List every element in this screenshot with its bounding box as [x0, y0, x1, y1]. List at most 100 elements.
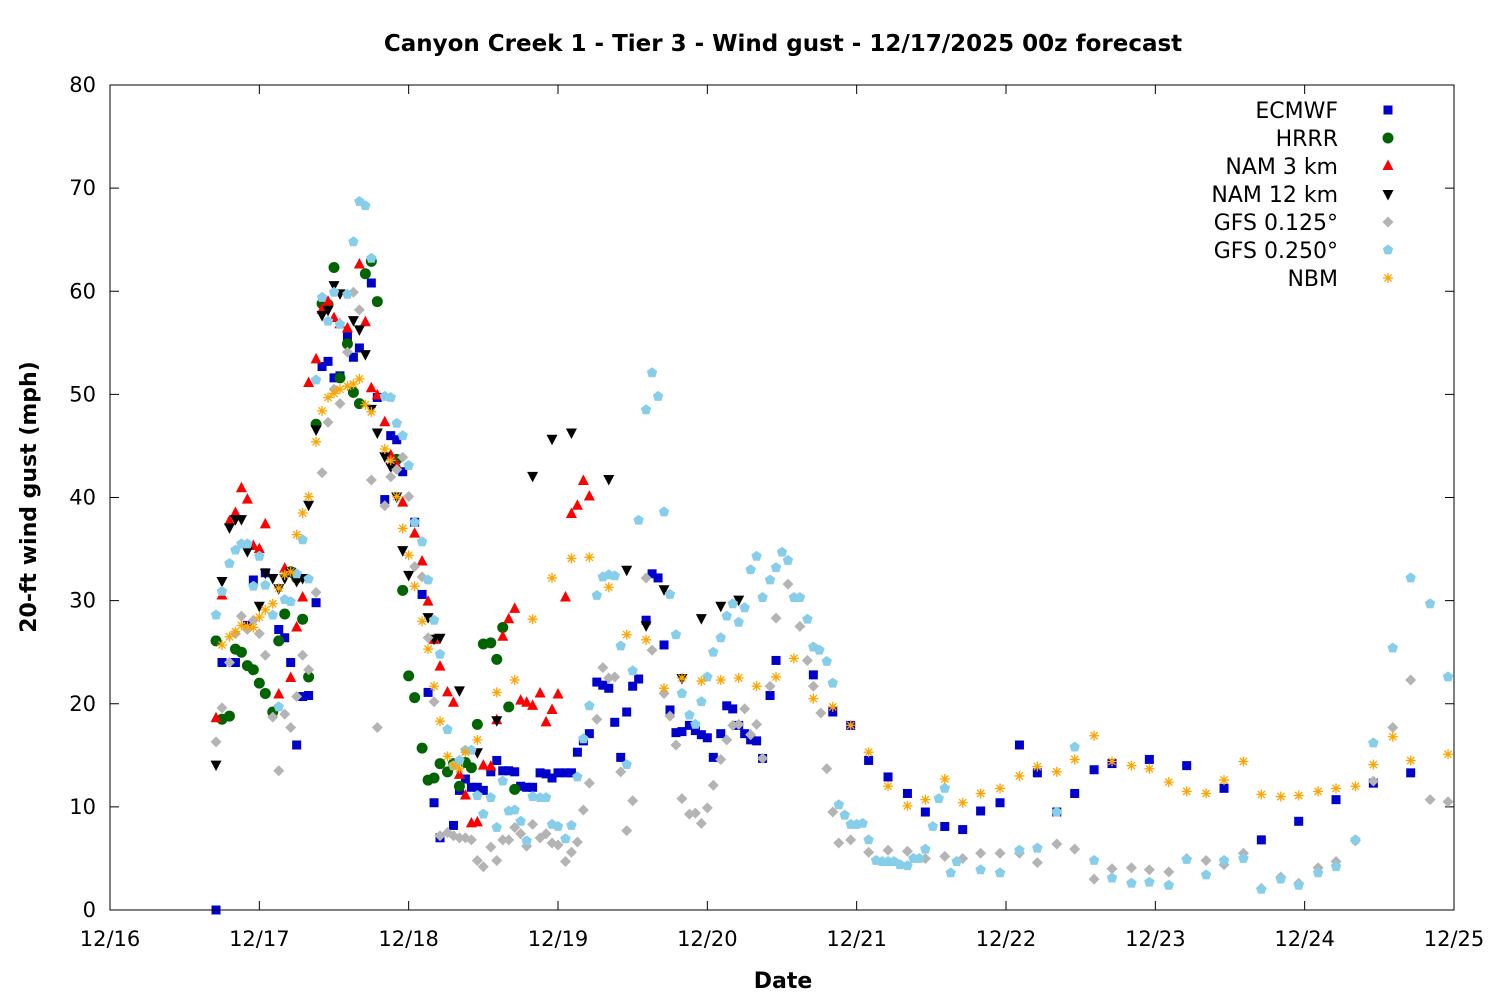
point-nam-3-km [540, 715, 552, 727]
point-ecmwf [677, 727, 687, 737]
legend-label-nam-3-km: NAM 3 km [1225, 155, 1338, 180]
point-gfs-0-250 [254, 550, 265, 561]
point-ecmwf [616, 752, 626, 762]
point-nbm [584, 552, 595, 563]
point-nbm [676, 672, 687, 683]
point-gfs-0-250 [715, 632, 726, 643]
point-gfs-0-250 [670, 629, 682, 640]
point-nbm [659, 683, 670, 694]
point-gfs-0-250 [509, 804, 520, 815]
point-gfs-0-250 [721, 610, 732, 621]
point-gfs-0-250 [690, 718, 701, 729]
point-gfs-0-125 [975, 847, 987, 859]
point-nbm [423, 644, 434, 655]
point-nbm [1051, 766, 1062, 777]
point-nbm [1201, 788, 1212, 799]
point-nbm [1368, 759, 1379, 770]
point-ecmwf [665, 705, 675, 715]
point-nam-12-km [695, 614, 707, 625]
point-ecmwf [1144, 754, 1154, 764]
axes: 0 10 20 30 40 50 60 70 80 12/16 12/17 12/18 12/19 12/… [69, 73, 1484, 951]
point-gfs-0-250 [1106, 872, 1118, 883]
point-nam-3-km [297, 591, 309, 602]
point-ecmwf [722, 701, 732, 711]
point-gfs-0-250 [540, 792, 552, 802]
point-nam-3-km [259, 517, 271, 529]
point-ecmwf [1032, 768, 1042, 778]
point-gfs-0-125 [1125, 862, 1137, 874]
point-nbm [566, 553, 577, 564]
point-nam-3-km [515, 694, 527, 705]
point-gfs-0-125 [615, 766, 627, 778]
point-gfs-0-250 [640, 404, 652, 415]
point-nam-3-km [422, 595, 434, 606]
point-nam-3-km [223, 514, 235, 526]
point-nbm [379, 444, 390, 455]
point-nbm [808, 693, 819, 704]
point-nbm [348, 379, 359, 390]
point-gfs-0-250 [385, 392, 396, 402]
point-nbm [1387, 731, 1398, 742]
point-gfs-0-125 [365, 474, 377, 486]
point-ecmwf [920, 807, 930, 817]
point-nbm [1256, 789, 1267, 800]
point-ecmwf [292, 740, 302, 750]
point-gfs-0-125 [477, 861, 489, 873]
point-gfs-0-125 [609, 671, 621, 683]
legend-marker-nbm [1383, 273, 1393, 283]
point-nam-12-km [715, 601, 727, 613]
series-ecmwf [211, 278, 1416, 915]
point-gfs-0-250 [902, 860, 913, 871]
point-gfs-0-125 [471, 855, 483, 866]
point-nbm [1405, 755, 1416, 766]
legend-marker-ecmwf [1383, 105, 1393, 115]
legend-label-nbm: NBM [1287, 267, 1338, 292]
point-gfs-0-125 [297, 649, 309, 661]
point-hrrr [491, 653, 503, 665]
point-nam-3-km [583, 489, 595, 501]
x-tick-label: 12/16 [80, 927, 141, 951]
point-ecmwf [380, 495, 390, 505]
point-gfs-0-250 [839, 809, 850, 820]
point-gfs-0-125 [210, 736, 222, 748]
point-ecmwf [304, 691, 314, 700]
point-gfs-0-250 [827, 677, 838, 688]
point-gfs-0-250 [442, 724, 453, 734]
point-nam-12-km [253, 601, 265, 613]
point-ecmwf [486, 767, 496, 777]
point-nam-3-km [459, 789, 471, 800]
point-gfs-0-250 [485, 792, 496, 802]
point-nbm [391, 491, 402, 502]
point-gfs-0-125 [527, 818, 539, 830]
point-gfs-0-125 [1069, 843, 1081, 855]
point-gfs-0-250 [1014, 844, 1025, 855]
point-nam-12-km [223, 523, 235, 534]
point-gfs-0-125 [273, 765, 285, 777]
point-hrrr [416, 742, 428, 754]
point-gfs-0-250 [1405, 572, 1416, 583]
point-gfs-0-250 [572, 771, 583, 782]
point-gfs-0-125 [291, 691, 303, 703]
point-gfs-0-125 [715, 753, 727, 765]
point-ecmwf [1182, 761, 1192, 771]
point-gfs-0-125 [310, 586, 322, 598]
point-ecmwf [417, 589, 427, 599]
point-nbm [527, 614, 538, 625]
point-nbm [1331, 783, 1342, 794]
point-nbm [435, 716, 446, 727]
point-nam-12-km [259, 568, 271, 580]
point-hrrr [509, 783, 521, 795]
point-ecmwf [547, 773, 557, 783]
point-gfs-0-250 [1368, 737, 1379, 748]
point-ecmwf [1256, 835, 1266, 845]
point-ecmwf [317, 362, 327, 372]
legend-marker-gfs-0-125 [1382, 216, 1394, 228]
point-gfs-0-250 [708, 646, 719, 657]
point-hrrr [465, 762, 477, 774]
point-gfs-0-250 [627, 665, 638, 676]
point-nam-12-km [216, 577, 228, 588]
point-nam-12-km [527, 471, 539, 483]
point-gfs-0-250 [316, 291, 328, 302]
point-gfs-0-250 [1275, 873, 1286, 884]
point-gfs-0-125 [597, 662, 609, 674]
